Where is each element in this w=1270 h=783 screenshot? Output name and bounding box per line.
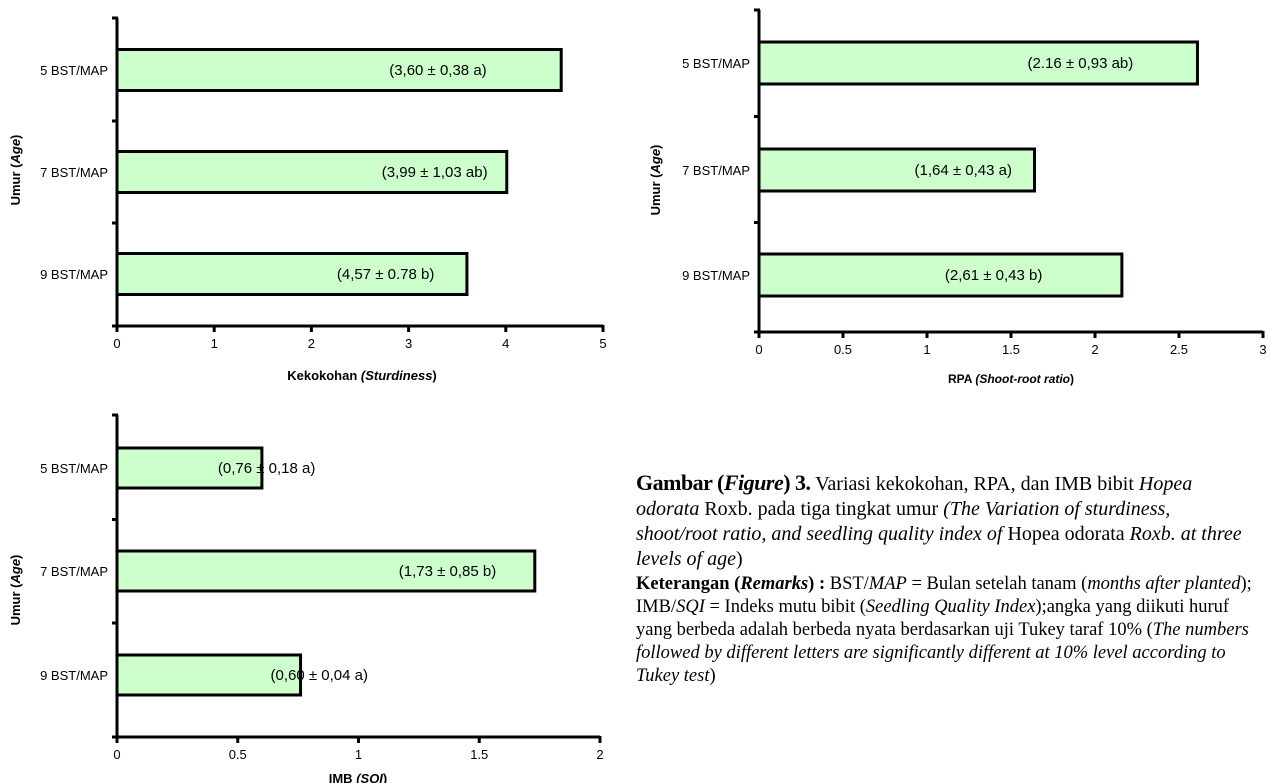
shoot-root-x-tick-label-3: 1.5 — [1002, 342, 1020, 357]
sqi-category-label-2: 9 BST/MAP — [40, 668, 108, 683]
sqi-axes: 0 0.5 1 1.5 2 — [112, 413, 604, 762]
sturdiness-category-label-2: 9 BST/MAP — [40, 267, 108, 282]
sturdiness-bar-0 — [115, 48, 563, 92]
sturdiness-x-axis-title: Kekokohan (Sturdiness) — [287, 368, 437, 383]
sqi-x-tick-label-1: 0.5 — [229, 747, 247, 762]
shoot-root-category-label-0: 5 BST/MAP — [682, 56, 750, 71]
shoot-root-x-tick-label-1: 0.5 — [834, 342, 852, 357]
sturdiness-x-tick-label-5: 5 — [599, 336, 606, 351]
sqi-category-label-1: 7 BST/MAP — [40, 564, 108, 579]
sturdiness-bar-2 — [115, 252, 469, 296]
sturdiness-x-tick-label-3: 3 — [405, 336, 412, 351]
sturdiness-axes: 0 1 2 3 4 5 — [112, 16, 607, 351]
figure-caption-title: Gambar (Figure) 3. Variasi kekokohan, RP… — [636, 470, 1242, 570]
shoot-root-x-tick-label-2: 1 — [923, 342, 930, 357]
shoot-root-bar-label-0: (2.16 ± 0,93 ab) — [1027, 55, 1133, 72]
sqi-bar-0 — [115, 446, 264, 490]
shoot-root-x-tick-label-0: 0 — [755, 342, 762, 357]
figure-caption: Gambar (Figure) 3. Variasi kekokohan, RP… — [636, 470, 1256, 688]
chart-shoot-root: (2.16 ± 0,93 ab) 5 BST/MAP (1,64 ± 0,43 a)… — [648, 8, 1267, 386]
shoot-root-bar-2 — [757, 252, 1124, 298]
shoot-root-bar-label-1: (1,64 ± 0,43 a) — [915, 162, 1012, 179]
sturdiness-category-label-1: 7 BST/MAP — [40, 165, 108, 180]
shoot-root-x-tick-label-6: 3 — [1259, 342, 1266, 357]
shoot-root-category-label-2: 9 BST/MAP — [682, 268, 750, 283]
shoot-root-x-axis-title: RPA (Shoot-root ratio) — [948, 372, 1074, 386]
sqi-bar-label-1: (1,73 ± 0,85 b) — [399, 563, 496, 580]
shoot-root-bars: (2.16 ± 0,93 ab) 5 BST/MAP (1,64 ± 0,43 a)… — [682, 40, 1199, 298]
shoot-root-axes: 0 0.5 1 1.5 2 2.5 3 — [754, 8, 1267, 357]
figure-caption-remarks: Keterangan (Remarks) : BST/MAP = Bulan s… — [636, 574, 1252, 686]
shoot-root-x-tick-label-4: 2 — [1091, 342, 1098, 357]
sturdiness-bar-label-2: (4,57 ± 0.78 b) — [337, 266, 434, 283]
sqi-x-tick-label-4: 2 — [596, 747, 603, 762]
sqi-x-tick-label-2: 1 — [355, 747, 362, 762]
sqi-x-tick-label-0: 0 — [113, 747, 120, 762]
sturdiness-bar-label-1: (3,99 ± 1,03 ab) — [382, 164, 488, 181]
sqi-category-label-0: 5 BST/MAP — [40, 461, 108, 476]
sturdiness-category-label-0: 5 BST/MAP — [40, 63, 108, 78]
sqi-bar-label-2: (0,60 ± 0,04 a) — [271, 667, 368, 684]
sqi-bar-1 — [115, 549, 537, 593]
sturdiness-bar-1 — [115, 150, 509, 194]
sturdiness-bars: (3,60 ± 0,38 a) 5 BST/MAP (3,99 ± 1,03 ab)… — [40, 48, 563, 296]
chart-sturdiness: (3,60 ± 0,38 a) 5 BST/MAP (3,99 ± 1,03 ab)… — [8, 16, 607, 383]
shoot-root-x-tick-label-5: 2.5 — [1170, 342, 1188, 357]
sqi-bar-label-0: (0,76 ± 0,18 a) — [218, 460, 315, 477]
sqi-bars: (0,76 ± 0,18 a) 5 BST/MAP (1,73 ± 0,85 b) 7… — [40, 446, 537, 697]
shoot-root-bar-1 — [757, 147, 1037, 193]
sturdiness-x-tick-label-1: 1 — [211, 336, 218, 351]
shoot-root-bar-0 — [757, 40, 1199, 86]
sturdiness-x-tick-label-0: 0 — [113, 336, 120, 351]
sturdiness-x-tick-label-4: 4 — [502, 336, 509, 351]
shoot-root-category-label-1: 7 BST/MAP — [682, 163, 750, 178]
sqi-x-axis-title: IMB (SQI) — [329, 771, 388, 783]
chart-sqi: (0,76 ± 0,18 a) 5 BST/MAP (1,73 ± 0,85 b) 7… — [8, 413, 604, 783]
sturdiness-y-axis-title: Umur (Age) — [8, 135, 23, 206]
sqi-y-axis-title: Umur (Age) — [8, 555, 23, 626]
shoot-root-y-axis-title: Umur (Age) — [648, 145, 663, 216]
sqi-x-tick-label-3: 1.5 — [470, 747, 488, 762]
sturdiness-bar-label-0: (3,60 ± 0,38 a) — [389, 62, 486, 79]
sturdiness-x-tick-label-2: 2 — [308, 336, 315, 351]
shoot-root-bar-label-2: (2,61 ± 0,43 b) — [945, 267, 1042, 284]
